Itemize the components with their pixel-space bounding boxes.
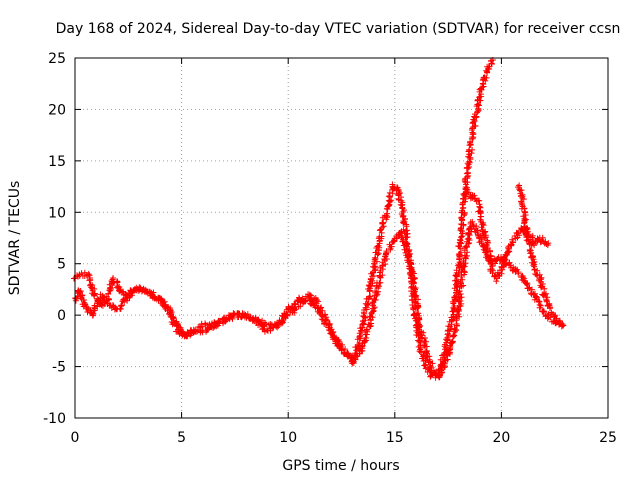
data-point xyxy=(509,265,522,277)
data-point xyxy=(357,321,373,354)
data-point xyxy=(518,272,531,287)
data-point xyxy=(540,238,551,249)
y-tick-label: 5 xyxy=(57,257,66,273)
data-point xyxy=(449,261,463,318)
data-point xyxy=(523,280,537,298)
data-point xyxy=(521,215,531,237)
x-tick-label: 10 xyxy=(279,430,297,446)
x-tick-label: 5 xyxy=(177,430,186,446)
data-point xyxy=(518,199,529,220)
data-point xyxy=(374,251,390,290)
data-point xyxy=(476,75,489,98)
data-point xyxy=(454,271,468,314)
y-tick-label: 20 xyxy=(48,102,66,118)
y-tick-label: 0 xyxy=(57,308,66,324)
data-point xyxy=(113,296,128,313)
series-track-a xyxy=(72,57,496,381)
data-point xyxy=(241,310,259,324)
data-point xyxy=(356,293,373,341)
data-point xyxy=(485,248,496,276)
data-point xyxy=(199,322,216,336)
x-tick-label: 15 xyxy=(386,430,404,446)
data-point xyxy=(284,301,302,319)
data-point xyxy=(546,305,560,324)
data-point xyxy=(536,301,549,320)
data-point xyxy=(322,317,338,340)
data-point xyxy=(467,218,480,230)
y-tick-label: 10 xyxy=(48,205,66,221)
data-point xyxy=(211,315,227,330)
data-point xyxy=(449,307,463,346)
y-axis-label: SDTVAR / TECUs xyxy=(7,181,23,296)
data-point xyxy=(397,197,411,247)
data-point xyxy=(471,226,484,239)
y-tick-label: -10 xyxy=(43,411,66,427)
data-point xyxy=(166,305,182,334)
data-point xyxy=(96,298,108,309)
data-point xyxy=(219,311,238,325)
data-point xyxy=(484,57,495,72)
y-tick-label: 15 xyxy=(48,154,66,170)
data-point xyxy=(393,184,406,206)
data-point xyxy=(330,332,345,354)
data-point xyxy=(383,235,398,257)
data-point xyxy=(350,348,365,366)
data-point xyxy=(264,320,280,334)
data-point xyxy=(156,294,171,311)
x-tick-label: 20 xyxy=(492,430,510,446)
data-point xyxy=(340,349,356,365)
data-point xyxy=(458,240,472,276)
series-track-d xyxy=(515,182,567,329)
data-point xyxy=(305,291,322,309)
data-point xyxy=(365,245,382,300)
data-point xyxy=(522,230,535,256)
data-point xyxy=(403,250,418,287)
data-point xyxy=(398,228,412,256)
data-point xyxy=(441,313,457,350)
data-point xyxy=(253,316,268,335)
data-point xyxy=(416,328,430,354)
x-tick-label: 0 xyxy=(71,430,80,446)
data-points xyxy=(71,57,567,381)
plot-frame xyxy=(74,57,609,419)
data-point xyxy=(455,209,468,269)
data-point xyxy=(410,279,424,333)
axis-ticks: 0 5 10 15 20 25 -10 -5 0 5 10 15 20 25 xyxy=(43,51,617,446)
data-point xyxy=(468,113,480,142)
data-point xyxy=(545,240,552,247)
series-track-b xyxy=(71,218,567,381)
data-point xyxy=(560,322,567,329)
data-point xyxy=(84,271,98,297)
data-point xyxy=(463,138,476,177)
chart-title: Day 168 of 2024, Sidereal Day-to-day VTE… xyxy=(56,21,621,37)
y-tick-label: 25 xyxy=(48,51,66,67)
grid-lines xyxy=(75,58,608,418)
data-point xyxy=(109,275,123,291)
data-point xyxy=(365,282,382,329)
data-point xyxy=(374,212,391,254)
data-point xyxy=(423,348,437,374)
data-point xyxy=(491,272,501,282)
x-axis-label: GPS time / hours xyxy=(282,458,399,474)
x-tick-label: 25 xyxy=(599,430,617,446)
data-point xyxy=(530,290,543,305)
data-point xyxy=(505,236,516,252)
y-tick-label: -5 xyxy=(52,360,66,376)
